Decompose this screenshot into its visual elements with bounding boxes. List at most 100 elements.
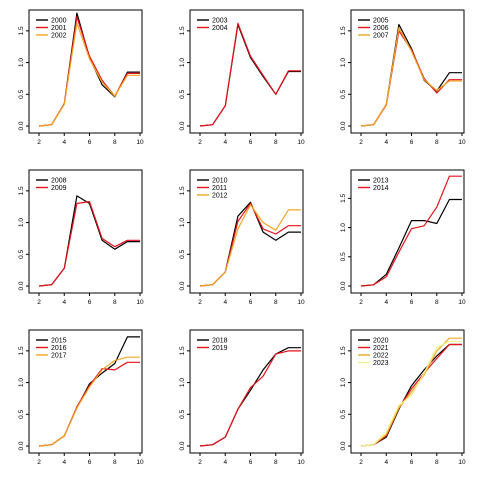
legend-label-2014: 2014 [373, 185, 389, 192]
y-tick-label: 1.5 [340, 346, 347, 355]
x-tick-label: 6 [249, 139, 253, 146]
plot-frame [350, 329, 465, 454]
series-line-2002 [38, 22, 140, 127]
x-tick-label: 8 [113, 459, 117, 466]
legend-label-2013: 2013 [373, 177, 389, 184]
y-tick-label: 1.0 [340, 223, 347, 232]
legend-label-2011: 2011 [212, 185, 227, 192]
x-tick-label: 2 [198, 459, 202, 466]
legend-label-2002: 2002 [51, 32, 67, 39]
y-tick-label: 0.0 [340, 441, 347, 450]
x-tick-label: 10 [297, 139, 305, 146]
y-tick-label: 1.5 [340, 193, 347, 202]
x-tick-label: 2 [198, 299, 202, 306]
y-tick-label: 0.5 [18, 409, 25, 418]
x-tick-label: 10 [458, 139, 466, 146]
y-tick-label: 0.5 [340, 409, 347, 418]
x-tick-label: 2 [37, 299, 41, 306]
plot-frame [350, 9, 465, 134]
y-tick-label: 0.0 [179, 281, 186, 290]
y-tick-label: 1.5 [179, 186, 186, 195]
y-tick-label: 0.5 [179, 409, 186, 418]
series-line-2004 [199, 22, 301, 127]
x-tick-label: 2 [37, 459, 41, 466]
y-tick-label: 1.0 [179, 58, 186, 67]
legend-label-2015: 2015 [51, 337, 67, 344]
legend-label-2016: 2016 [51, 345, 67, 352]
y-tick-label: 1.5 [18, 26, 25, 35]
series-line-2011 [199, 202, 301, 287]
x-tick-label: 4 [384, 139, 388, 146]
legend-label-2000: 2000 [51, 17, 67, 24]
x-tick-label: 2 [37, 139, 41, 146]
x-tick-label: 8 [274, 299, 278, 306]
y-tick-label: 0.0 [18, 121, 25, 130]
x-tick-label: 8 [113, 139, 117, 146]
series-line-2012 [199, 204, 301, 287]
y-tick-label: 0.0 [340, 121, 347, 130]
plot-frame [189, 9, 304, 134]
legend-label-2009: 2009 [51, 185, 67, 192]
y-tick-label: 1.0 [179, 218, 186, 227]
x-tick-label: 2 [359, 459, 363, 466]
y-tick-label: 0.5 [179, 89, 186, 98]
x-tick-label: 10 [136, 299, 144, 306]
y-tick-label: 1.0 [179, 378, 186, 387]
x-tick-label: 8 [435, 299, 439, 306]
x-tick-label: 6 [410, 299, 414, 306]
x-tick-label: 6 [249, 299, 253, 306]
legend-label-2018: 2018 [212, 337, 228, 344]
plot-frame [350, 169, 465, 294]
x-tick-label: 4 [62, 139, 66, 146]
plot-frame [189, 169, 304, 294]
series-line-2005 [360, 23, 462, 127]
legend-label-2008: 2008 [51, 177, 67, 184]
series-line-2014 [360, 175, 462, 287]
legend-label-2005: 2005 [373, 17, 389, 24]
x-tick-label: 2 [198, 139, 202, 146]
legend-label-2020: 2020 [373, 337, 389, 344]
x-tick-label: 6 [88, 299, 92, 306]
series-line-2006 [360, 30, 462, 127]
x-tick-label: 8 [435, 139, 439, 146]
plot-frame [28, 169, 143, 294]
x-tick-label: 8 [113, 299, 117, 306]
legend-label-2017: 2017 [51, 352, 67, 359]
y-tick-label: 0.0 [340, 281, 347, 290]
legend-label-2003: 2003 [212, 17, 228, 24]
x-tick-label: 4 [384, 299, 388, 306]
y-tick-label: 0.5 [179, 249, 186, 258]
x-tick-label: 2 [359, 139, 363, 146]
x-tick-label: 6 [410, 459, 414, 466]
legend-label-2019: 2019 [212, 345, 228, 352]
x-tick-label: 10 [297, 459, 305, 466]
y-tick-label: 0.5 [340, 89, 347, 98]
y-tick-label: 1.5 [179, 346, 186, 355]
x-tick-label: 4 [384, 459, 388, 466]
x-tick-label: 10 [458, 459, 466, 466]
x-tick-label: 4 [223, 459, 227, 466]
plot-frame [28, 329, 143, 454]
legend-label-2007: 2007 [373, 32, 389, 39]
y-tick-label: 1.0 [18, 378, 25, 387]
series-line-2007 [360, 27, 462, 127]
x-tick-label: 10 [458, 299, 466, 306]
series-line-2016 [38, 361, 140, 447]
y-tick-label: 0.0 [18, 281, 25, 290]
y-tick-label: 1.5 [179, 26, 186, 35]
series-line-2013 [360, 198, 462, 287]
x-tick-label: 10 [136, 139, 144, 146]
legend-label-2010: 2010 [212, 177, 228, 184]
legend-label-2012: 2012 [212, 192, 228, 199]
x-tick-label: 4 [223, 139, 227, 146]
x-tick-label: 10 [136, 459, 144, 466]
series-line-2019 [199, 350, 301, 447]
y-tick-label: 1.0 [340, 58, 347, 67]
y-tick-label: 1.5 [18, 186, 25, 195]
